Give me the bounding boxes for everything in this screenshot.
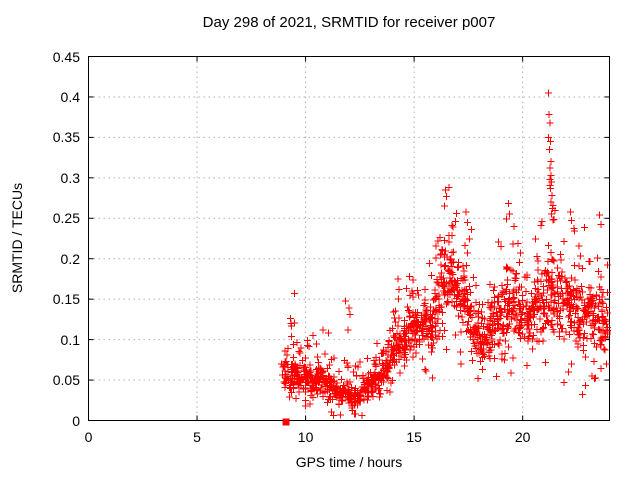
y-tick-label: 0	[72, 412, 80, 429]
x-tick-label: 0	[84, 429, 93, 445]
x-tick-label: 20	[514, 429, 531, 445]
plot-border	[88, 56, 610, 421]
y-tick-label: 0.45	[52, 48, 80, 65]
x-axis-label: GPS time / hours	[295, 454, 403, 470]
scatter-points	[278, 89, 611, 419]
chart-title: Day 298 of 2021, SRMTID for receiver p00…	[202, 14, 496, 31]
y-tick-label: 0.2	[60, 250, 80, 267]
x-tick-label: 15	[406, 429, 422, 445]
start-square-marker	[282, 418, 290, 426]
y-tick-label: 0.1	[60, 331, 80, 348]
x-tick-label: 5	[193, 429, 201, 445]
y-tick-label: 0.15	[52, 291, 80, 308]
y-tick-label: 0.3	[60, 169, 80, 186]
y-tick-label: 0.25	[52, 210, 80, 227]
y-tick-label: 0.35	[52, 129, 80, 146]
x-tick-label: 10	[297, 429, 314, 445]
y-tick-label: 0.4	[60, 88, 80, 105]
y-tick-label: 0.05	[52, 372, 80, 389]
